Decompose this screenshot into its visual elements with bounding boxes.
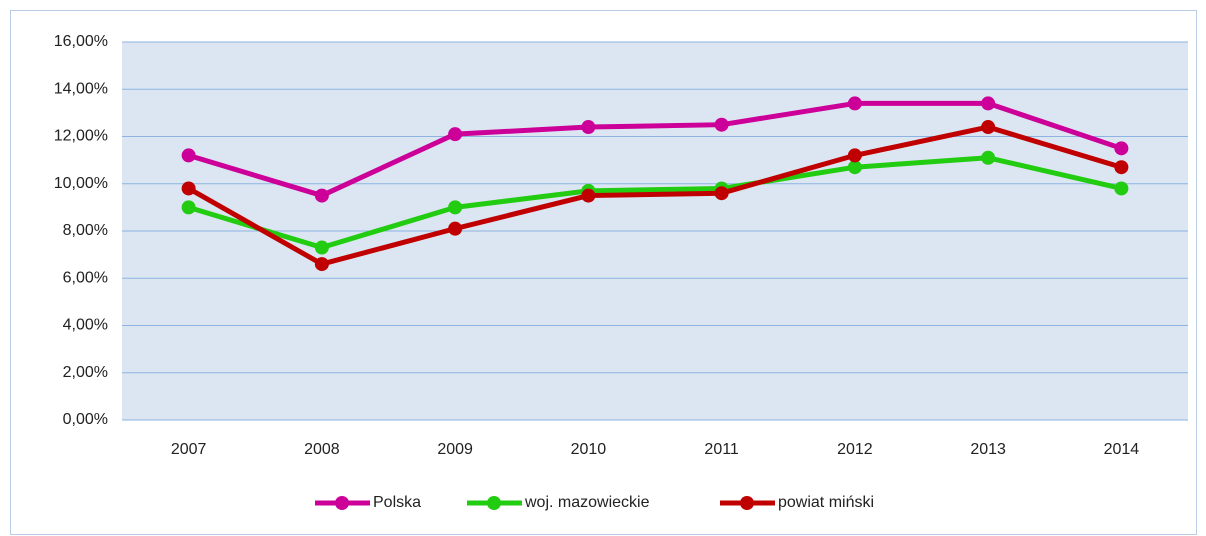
x-tick-label: 2013: [970, 441, 1006, 458]
data-point: [714, 186, 729, 201]
x-tick-label: 2009: [437, 441, 473, 458]
data-point: [581, 188, 596, 203]
x-tick-label: 2011: [704, 441, 739, 458]
series-line: [187, 155, 1122, 251]
legend-label: Polska: [373, 494, 421, 511]
data-point: [1114, 181, 1129, 196]
y-tick-label: 0,00%: [63, 411, 108, 428]
data-point: [981, 150, 996, 165]
data-point: [981, 120, 996, 135]
data-point: [1114, 160, 1129, 175]
data-point: [1114, 141, 1129, 156]
data-point: [847, 160, 862, 175]
legend-label: powiat miński: [778, 494, 874, 511]
y-tick-label: 12,00%: [54, 128, 108, 145]
x-tick-label: 2014: [1104, 441, 1140, 458]
data-point: [714, 117, 729, 132]
legend-label: woj. mazowieckie: [524, 494, 650, 511]
data-point: [847, 96, 862, 111]
legend-marker: [740, 496, 754, 510]
data-point: [181, 148, 196, 163]
data-point: [181, 200, 196, 215]
series-line: [187, 124, 1123, 267]
y-tick-label: 2,00%: [63, 364, 108, 381]
data-point: [581, 120, 596, 135]
y-tick-label: 6,00%: [63, 269, 108, 286]
x-tick-label: 2007: [171, 441, 207, 458]
y-tick-label: 14,00%: [54, 80, 108, 97]
data-point: [448, 127, 463, 142]
legend-marker: [487, 496, 501, 510]
y-tick-label: 8,00%: [63, 222, 108, 239]
data-point: [181, 181, 196, 196]
x-tick-label: 2012: [837, 441, 873, 458]
data-point: [448, 200, 463, 215]
data-point: [314, 257, 329, 272]
data-point: [981, 96, 996, 111]
data-point: [314, 240, 329, 255]
data-point: [448, 221, 463, 236]
y-tick-label: 10,00%: [54, 175, 108, 192]
y-tick-label: 16,00%: [54, 33, 108, 50]
data-point: [847, 148, 862, 163]
y-tick-label: 4,00%: [63, 317, 108, 334]
x-tick-label: 2008: [304, 441, 340, 458]
data-point: [314, 188, 329, 203]
legend-marker: [335, 496, 349, 510]
series-line: [187, 100, 1123, 199]
x-tick-label: 2010: [571, 441, 607, 458]
